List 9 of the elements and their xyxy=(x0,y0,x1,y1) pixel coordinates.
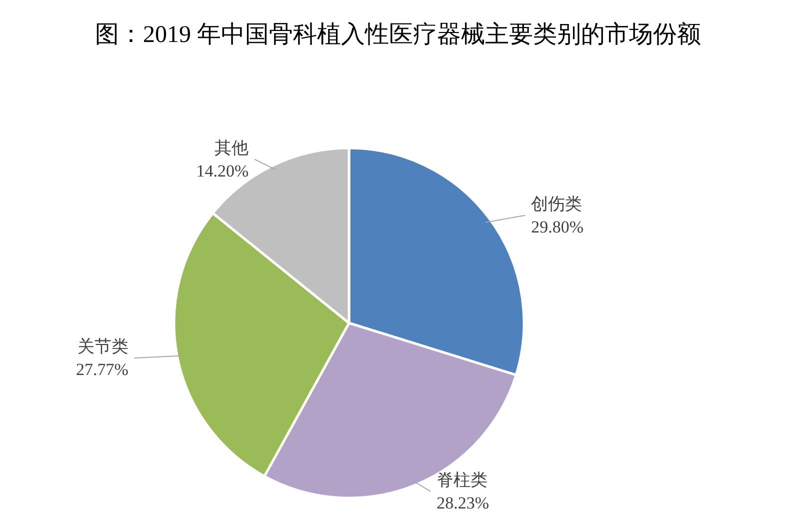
data-label: 28.23% xyxy=(436,493,490,512)
chart-title: 图：2019 年中国骨科植入性医疗器械主要类别的市场份额 xyxy=(95,21,701,48)
data-label: 14.20% xyxy=(196,161,249,180)
slice-label: 其他 xyxy=(214,138,249,158)
slice-label: 创伤类 xyxy=(531,194,582,214)
data-label: 27.77% xyxy=(76,360,128,379)
data-label: 29.80% xyxy=(531,217,584,236)
slice-label: 脊柱类 xyxy=(436,470,488,490)
slice-label: 关节类 xyxy=(77,336,128,357)
